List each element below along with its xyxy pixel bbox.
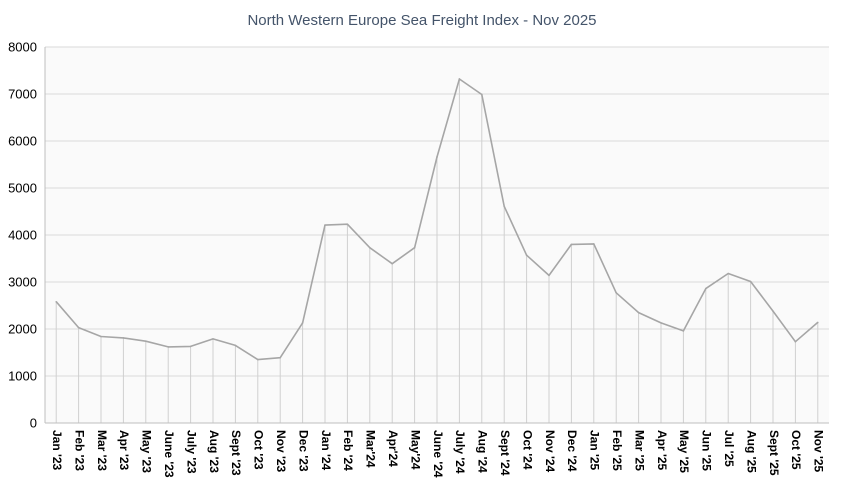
y-tick-label: 5000 (8, 181, 37, 196)
data-point (772, 310, 774, 312)
data-point (481, 93, 483, 96)
data-point (122, 337, 125, 339)
x-tick-label: June '23 (162, 430, 176, 478)
x-tick-label: Jun '25 (700, 430, 714, 471)
data-point (682, 330, 685, 332)
y-axis-ticks: 0 1000 2000 3000 4000 5000 6000 7000 8000 (8, 40, 37, 431)
x-tick-label: July '23 (184, 430, 198, 474)
data-point (391, 262, 394, 265)
x-tick-label: Oct '23 (252, 430, 266, 470)
data-point (369, 246, 371, 249)
y-tick-label: 4000 (8, 228, 37, 243)
x-tick-label: Aug '25 (744, 430, 758, 473)
data-point (77, 326, 80, 329)
x-tick-label: Mar '25 (632, 430, 646, 471)
x-tick-label: Jul '25 (722, 430, 736, 467)
drop-lines (55, 78, 819, 423)
x-tick-label: May '25 (677, 430, 691, 473)
x-tick-label: June '24 (431, 430, 445, 478)
data-point (234, 344, 237, 347)
data-point (145, 340, 147, 343)
axes (44, 47, 829, 424)
x-tick-label: Oct '25 (789, 430, 803, 470)
data-point (705, 287, 707, 290)
data-point (100, 335, 102, 338)
x-tick-label: Feb '25 (610, 430, 624, 471)
y-tick-label: 1000 (8, 369, 37, 384)
data-point (615, 292, 617, 294)
x-tick-label: Oct '24 (520, 430, 534, 470)
x-tick-label: May'24 (408, 430, 422, 470)
data-point (436, 156, 438, 158)
x-tick-label: July '24 (453, 430, 467, 474)
data-point (458, 78, 461, 80)
data-point (548, 274, 550, 277)
data-point (570, 243, 573, 246)
y-tick-label: 8000 (8, 40, 37, 55)
data-point (212, 338, 214, 340)
y-tick-label: 2000 (8, 322, 37, 337)
x-tick-label: Jan '25 (588, 430, 602, 471)
x-tick-label: Aug '23 (207, 430, 221, 473)
x-tick-label: Nov '25 (812, 430, 826, 473)
x-tick-label: Sept '23 (229, 430, 243, 476)
x-tick-label: May '23 (140, 430, 154, 473)
data-point (413, 246, 416, 249)
x-tick-label: Mar'24 (364, 430, 378, 468)
x-tick-label: Mar '23 (95, 430, 109, 471)
data-point (749, 280, 752, 283)
data-point (167, 346, 169, 348)
x-tick-label: Sept '24 (498, 430, 512, 476)
x-tick-label: Apr '25 (655, 430, 669, 471)
x-tick-label: Nov '24 (543, 430, 557, 473)
x-tick-label: Jan '24 (319, 430, 333, 471)
x-tick-label: Dec '23 (296, 430, 310, 472)
x-tick-label: Apr '23 (117, 430, 131, 471)
data-point (301, 322, 304, 324)
series-layer (55, 78, 819, 361)
data-point (817, 321, 819, 324)
x-tick-label: Aug '24 (476, 430, 490, 473)
data-point (189, 345, 192, 348)
data-point (503, 205, 506, 208)
x-tick-label: Nov '23 (274, 430, 288, 473)
chart-title: North Western Europe Sea Freight Index -… (247, 12, 596, 29)
data-point (279, 356, 282, 359)
data-point (637, 311, 640, 314)
data-point (794, 340, 797, 343)
data-point (257, 358, 259, 361)
data-point (346, 223, 349, 225)
data-point (593, 243, 595, 245)
x-axis-ticks: Jan '23 Feb '23 Mar '23 Apr '23 May '23 June … (50, 430, 826, 478)
x-tick-label: Feb '23 (72, 430, 86, 471)
data-point (55, 300, 57, 303)
y-tick-label: 0 (30, 416, 37, 431)
x-tick-label: Jan '23 (50, 430, 64, 471)
x-tick-label: Feb '24 (341, 430, 355, 471)
data-point (525, 254, 528, 257)
x-tick-label: Sept '25 (767, 430, 781, 476)
y-tick-label: 7000 (8, 87, 37, 102)
y-tick-label: 3000 (8, 275, 37, 290)
x-tick-label: Dec '24 (565, 430, 579, 472)
y-tick-label: 6000 (8, 134, 37, 149)
data-point (324, 224, 326, 226)
data-point (660, 322, 662, 324)
x-tick-label: Apr'24 (386, 430, 400, 467)
data-point (727, 272, 729, 275)
